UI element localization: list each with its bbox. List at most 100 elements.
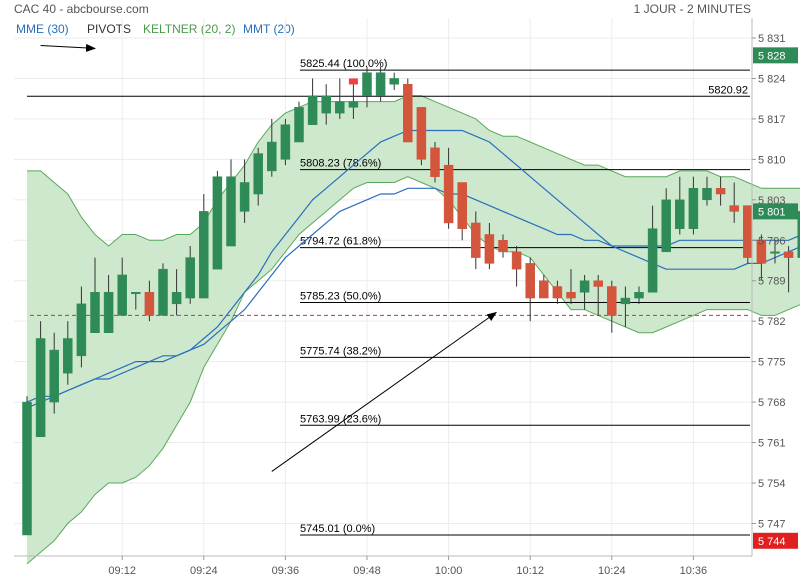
candle[interactable] [702,176,712,206]
candle[interactable] [362,66,372,108]
candle[interactable] [607,280,617,333]
candle[interactable] [647,205,658,293]
candle[interactable] [620,286,631,327]
candle[interactable] [593,274,603,316]
candle-body [729,205,739,212]
candle[interactable] [144,280,155,322]
candle[interactable] [375,66,386,102]
candle[interactable] [239,159,250,223]
candle[interactable] [484,222,495,270]
candles [22,66,800,536]
legend-keltner[interactable]: KELTNER (20, 2) [143,22,236,36]
candle[interactable] [321,84,331,125]
x-tick-label: 10:24 [598,565,626,577]
candle-body [199,211,209,299]
candle-body [185,257,195,299]
candle-body [375,72,386,97]
candle-body [443,164,454,224]
legend-mme[interactable]: MME (30) [16,22,69,36]
candle[interactable] [171,269,182,316]
candle-body [770,251,780,254]
candle-body [675,199,685,229]
candle[interactable] [634,286,644,304]
candle[interactable] [783,246,794,293]
candle[interactable] [199,194,209,299]
candle[interactable] [103,274,114,333]
candle[interactable] [756,234,767,281]
candle-body [416,107,427,160]
candle[interactable] [35,321,46,438]
candle[interactable] [158,263,168,316]
candle[interactable] [253,147,263,206]
candle[interactable] [63,321,73,385]
legend-pivots[interactable]: PIVOTS [87,22,132,36]
candle[interactable] [770,240,780,264]
candle[interactable] [267,118,277,177]
candle[interactable] [416,107,427,166]
candle-body [634,292,644,299]
y-tick-label: 5 789 [758,276,786,288]
candle[interactable] [539,274,549,299]
candle[interactable] [743,205,753,264]
candle[interactable] [117,257,127,316]
candle-body [348,101,359,108]
price-box-label: 5 744 [758,536,786,548]
candle-body [756,240,767,264]
candle[interactable] [212,170,223,270]
candle[interactable] [389,72,399,91]
x-tick-label: 09:12 [108,565,136,577]
candle[interactable] [226,159,236,247]
candle[interactable] [131,292,141,310]
candle[interactable] [797,211,800,258]
candle[interactable] [566,269,576,304]
candle[interactable] [90,257,100,333]
candle[interactable] [729,182,739,223]
candle[interactable] [430,142,440,183]
candle[interactable] [443,147,454,229]
fibonacci-levels: 5825.44 (100.0%) 5808.23 (78.6%) 5794.72 (… [27,58,750,536]
candle[interactable] [348,78,359,119]
candle[interactable] [525,257,535,322]
fib-level-label: 5745.01 (0.0%) [300,523,375,535]
candle-body [457,182,467,229]
candle[interactable] [579,274,590,310]
candle[interactable] [471,211,481,270]
candle[interactable] [661,188,671,253]
candle[interactable] [675,176,685,235]
legend-mmt[interactable]: MMT (20) [243,22,295,36]
candle[interactable] [49,332,59,414]
fib-level-label: 5794.72 (61.8%) [300,236,381,248]
candle-body [76,303,87,357]
candle-body [620,297,631,305]
candle-body [212,176,223,270]
fib-level-label: 5763.99 (23.6%) [300,413,381,425]
candle[interactable] [335,78,345,119]
candle-body [335,101,345,114]
y-tick-label: 5 817 [758,114,786,126]
candle[interactable] [715,176,726,206]
candle[interactable] [280,118,291,166]
candle[interactable] [307,78,318,125]
candle[interactable] [552,280,563,304]
candle[interactable] [688,176,699,235]
candle[interactable] [185,246,195,304]
candle[interactable] [457,182,467,241]
keltner-band [26,95,800,565]
candle-body [539,280,549,299]
candle-body [661,199,671,253]
resistance-label: 5820.92 [708,84,748,96]
candle[interactable] [403,78,413,143]
y-tick-label: 5 747 [758,518,786,530]
candle-body [688,188,699,229]
x-tick-label: 09:48 [353,565,381,577]
candle[interactable] [498,234,508,258]
candle[interactable] [294,101,304,143]
candle[interactable] [511,246,522,287]
chart-title: CAC 40 - abcbourse.com [14,2,149,16]
moving-averages [26,129,800,409]
candle[interactable] [22,396,32,536]
candle[interactable] [76,286,87,368]
candle-body [63,338,73,374]
